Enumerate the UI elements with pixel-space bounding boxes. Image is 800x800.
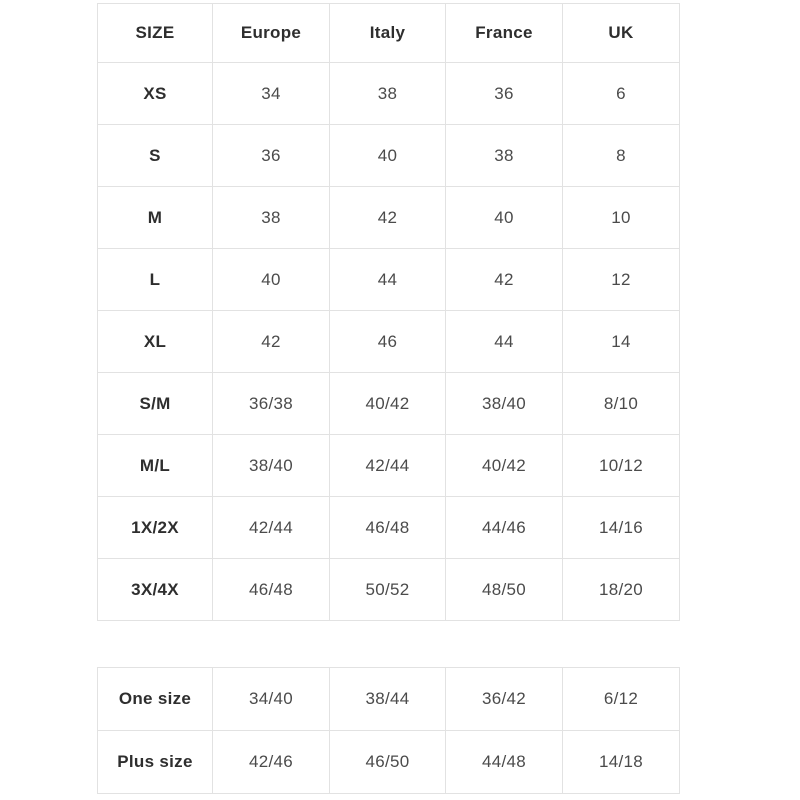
table-row: S 36 40 38 8 — [97, 124, 680, 187]
size-label-cell: XL — [97, 310, 213, 373]
size-conversion-table: SIZE Europe Italy France UK XS 34 38 36 6 S 36 40 38 8… — [97, 3, 680, 621]
size-value-cell: 14/18 — [562, 730, 680, 794]
size-value-cell: 12 — [562, 248, 680, 311]
size-value-cell: 38 — [445, 124, 563, 187]
size-label-cell: L — [97, 248, 213, 311]
size-value-cell: 6/12 — [562, 667, 680, 731]
table-row: Plus size 42/46 46/50 44/48 14/18 — [97, 730, 680, 794]
table-row: One size 34/40 38/44 36/42 6/12 — [97, 667, 680, 731]
size-value-cell: 46 — [329, 310, 446, 373]
size-value-cell: 48/50 — [445, 558, 563, 621]
size-value-cell: 42/44 — [329, 434, 446, 497]
size-value-cell: 36/38 — [212, 372, 330, 435]
size-value-cell: 14 — [562, 310, 680, 373]
size-value-cell: 38 — [329, 62, 446, 125]
size-value-cell: 10 — [562, 186, 680, 249]
table-row: M 38 42 40 10 — [97, 186, 680, 249]
size-value-cell: 6 — [562, 62, 680, 125]
size-value-cell: 42/46 — [212, 730, 330, 794]
size-value-cell: 14/16 — [562, 496, 680, 559]
size-label-cell: M — [97, 186, 213, 249]
size-value-cell: 44/48 — [445, 730, 563, 794]
size-label-cell: 1X/2X — [97, 496, 213, 559]
size-value-cell: 38/44 — [329, 667, 446, 731]
table-row: S/M 36/38 40/42 38/40 8/10 — [97, 372, 680, 435]
size-value-cell: 42/44 — [212, 496, 330, 559]
size-label-cell: 3X/4X — [97, 558, 213, 621]
size-value-cell: 38/40 — [212, 434, 330, 497]
column-header-uk: UK — [562, 3, 680, 63]
table-row: XS 34 38 36 6 — [97, 62, 680, 125]
size-value-cell: 44 — [445, 310, 563, 373]
size-value-cell: 10/12 — [562, 434, 680, 497]
size-value-cell: 46/50 — [329, 730, 446, 794]
size-value-cell: 40 — [212, 248, 330, 311]
column-header-italy: Italy — [329, 3, 446, 63]
size-label-cell: M/L — [97, 434, 213, 497]
size-label-cell: One size — [97, 667, 213, 731]
size-value-cell: 38/40 — [445, 372, 563, 435]
column-header-europe: Europe — [212, 3, 330, 63]
table-row: 3X/4X 46/48 50/52 48/50 18/20 — [97, 558, 680, 621]
size-label-cell: XS — [97, 62, 213, 125]
size-value-cell: 36 — [445, 62, 563, 125]
table-row: M/L 38/40 42/44 40/42 10/12 — [97, 434, 680, 497]
size-value-cell: 44 — [329, 248, 446, 311]
size-label-cell: Plus size — [97, 730, 213, 794]
size-value-cell: 8 — [562, 124, 680, 187]
table-row: L 40 44 42 12 — [97, 248, 680, 311]
size-value-cell: 44/46 — [445, 496, 563, 559]
one-size-plus-size-table: One size 34/40 38/44 36/42 6/12 Plus size 42/4… — [97, 667, 680, 794]
size-value-cell: 46/48 — [212, 558, 330, 621]
size-value-cell: 18/20 — [562, 558, 680, 621]
size-value-cell: 34/40 — [212, 667, 330, 731]
header-row: SIZE Europe Italy France UK — [97, 3, 680, 63]
size-value-cell: 40 — [329, 124, 446, 187]
size-label-cell: S/M — [97, 372, 213, 435]
table-row: 1X/2X 42/44 46/48 44/46 14/16 — [97, 496, 680, 559]
column-header-size: SIZE — [97, 3, 213, 63]
size-value-cell: 50/52 — [329, 558, 446, 621]
column-header-france: France — [445, 3, 563, 63]
size-value-cell: 8/10 — [562, 372, 680, 435]
size-value-cell: 42 — [329, 186, 446, 249]
size-value-cell: 38 — [212, 186, 330, 249]
size-value-cell: 40/42 — [445, 434, 563, 497]
size-label-cell: S — [97, 124, 213, 187]
size-value-cell: 46/48 — [329, 496, 446, 559]
size-value-cell: 34 — [212, 62, 330, 125]
size-value-cell: 36 — [212, 124, 330, 187]
size-value-cell: 42 — [445, 248, 563, 311]
size-value-cell: 40/42 — [329, 372, 446, 435]
size-value-cell: 36/42 — [445, 667, 563, 731]
table-row: XL 42 46 44 14 — [97, 310, 680, 373]
size-value-cell: 42 — [212, 310, 330, 373]
size-value-cell: 40 — [445, 186, 563, 249]
